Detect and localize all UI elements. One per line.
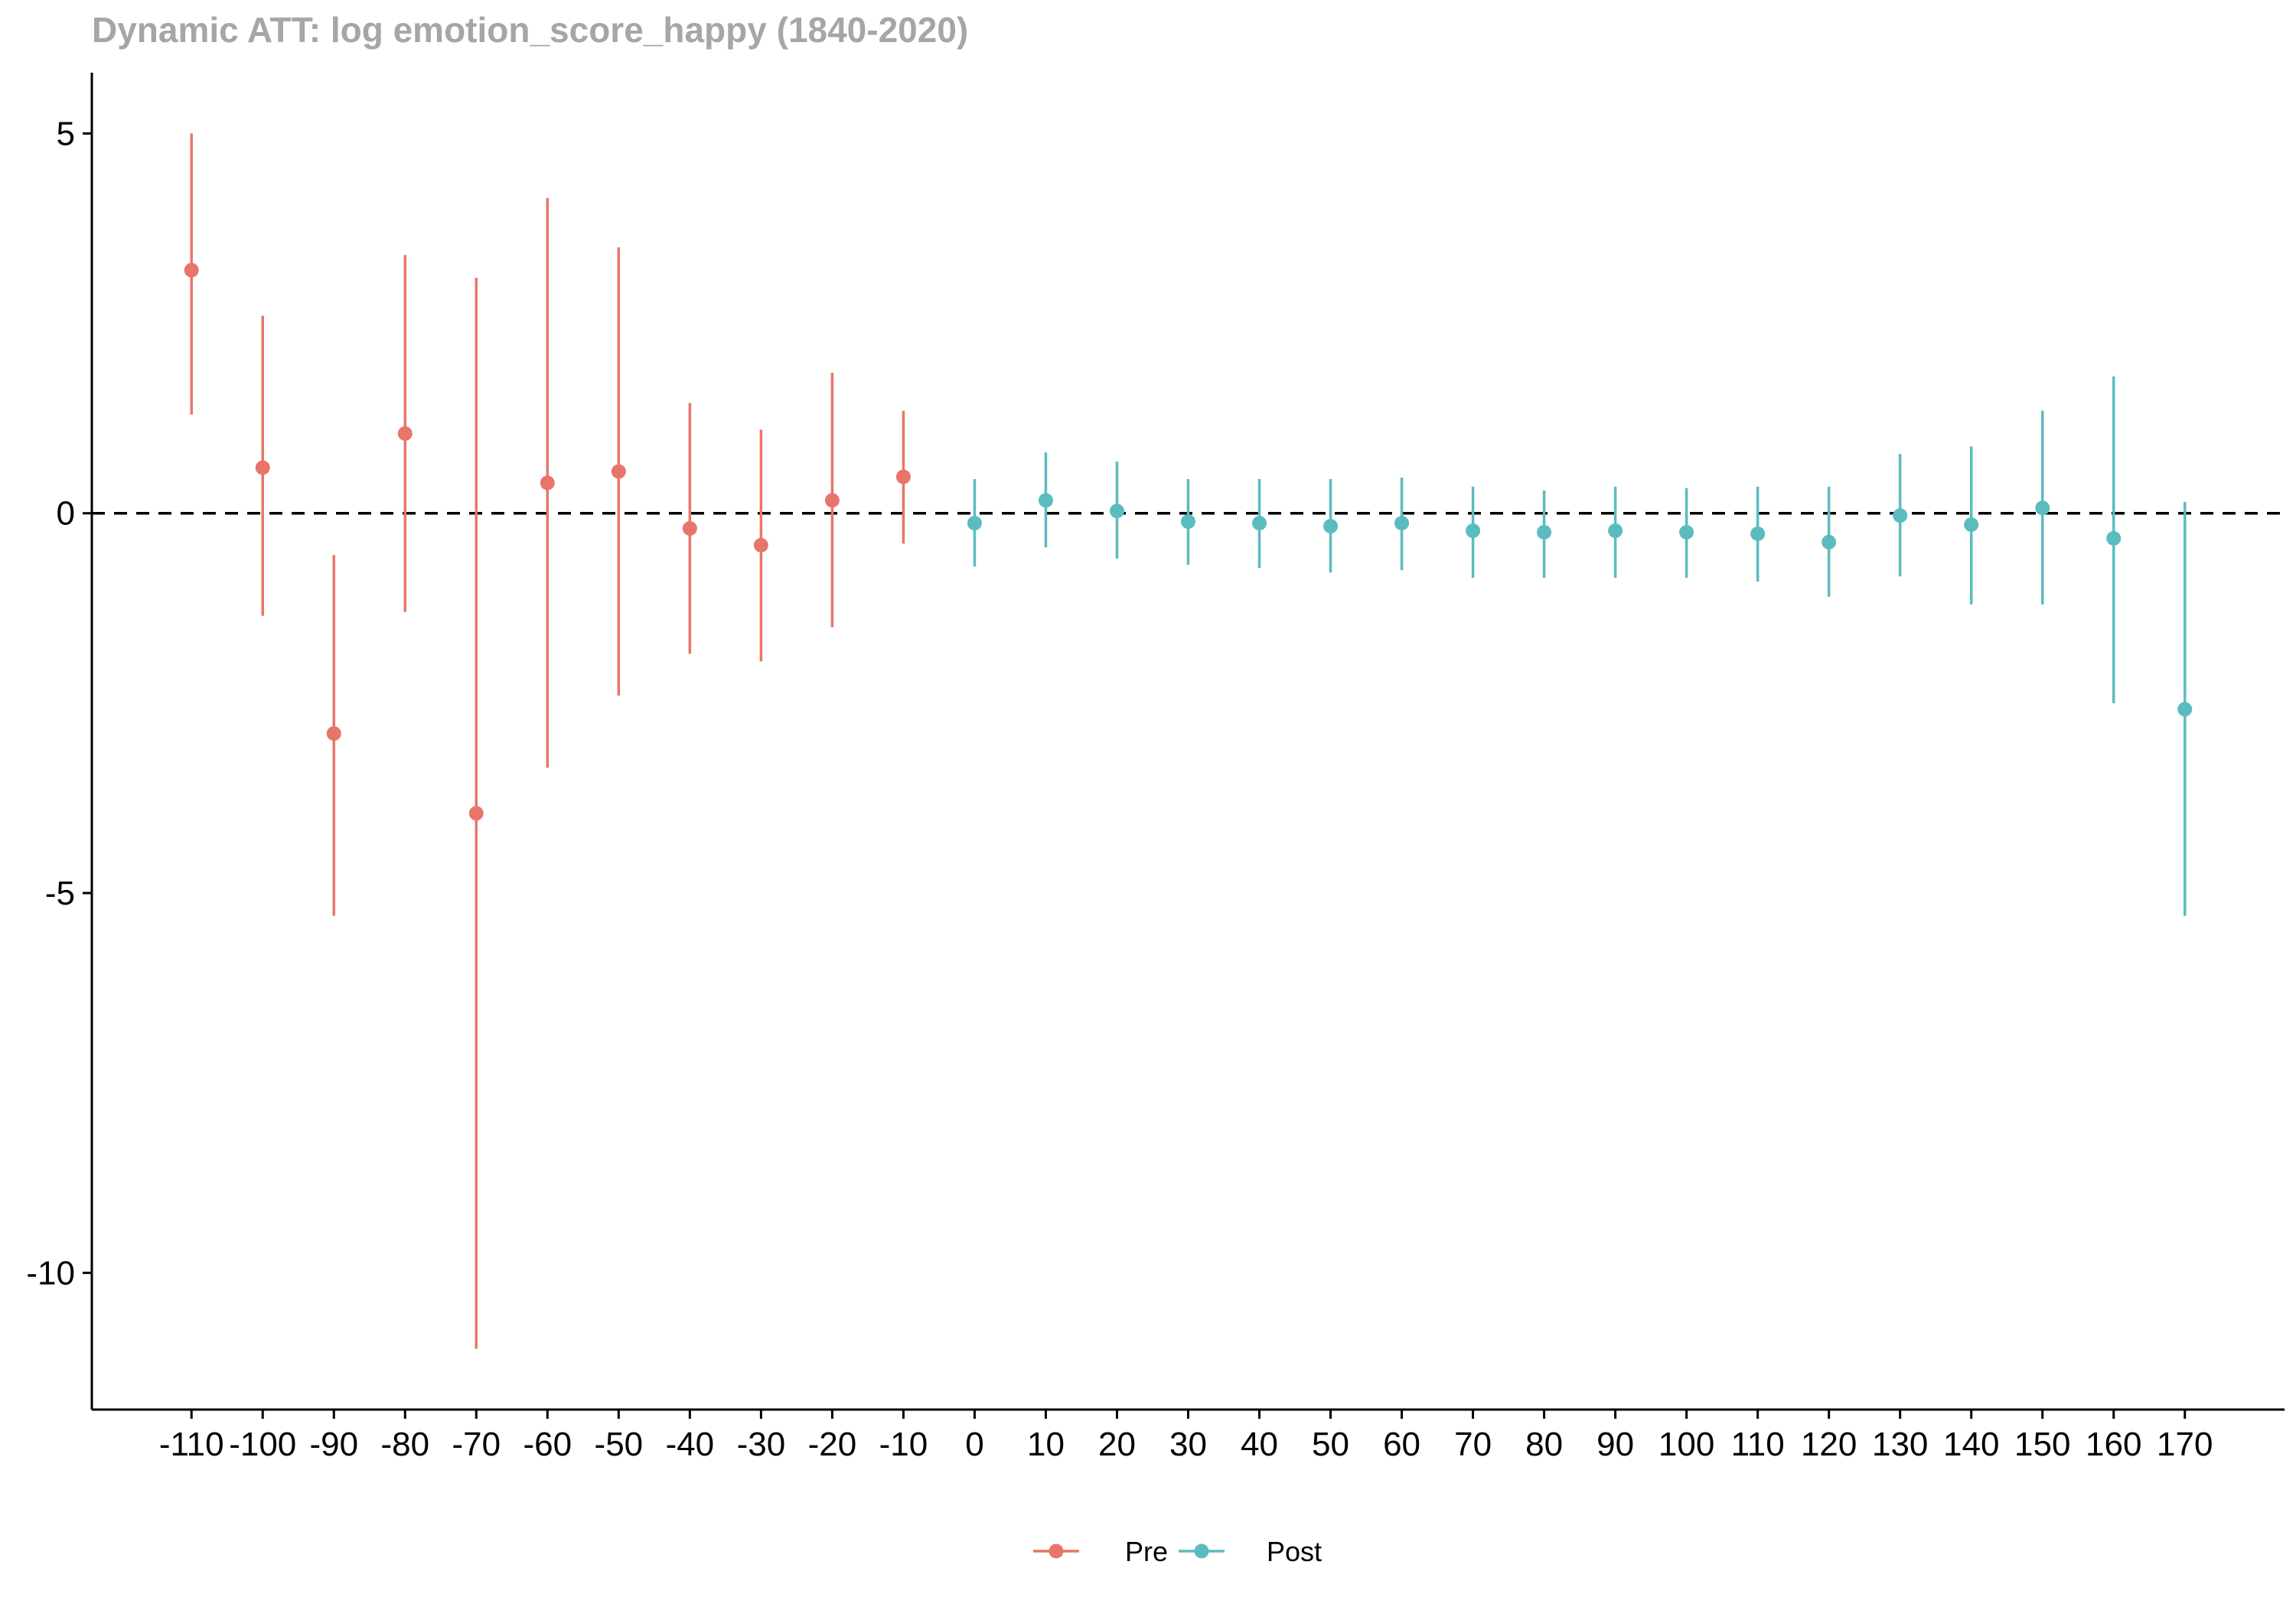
point-post-60 [1394, 516, 1410, 531]
point-post-90 [1608, 523, 1623, 539]
point-pre--10 [895, 469, 911, 484]
point-pre--60 [540, 475, 555, 491]
x-tick-label-20: 90 [1596, 1426, 1634, 1463]
point-post-30 [1181, 514, 1195, 530]
data-marks [184, 133, 2193, 1349]
legend-item-post: Post [1179, 1536, 1322, 1567]
point-post-70 [1466, 523, 1481, 539]
point-pre--90 [326, 726, 341, 742]
x-tick-label-10: -10 [879, 1426, 928, 1463]
x-tick-label-25: 140 [1943, 1426, 1999, 1463]
point-pre--100 [255, 460, 270, 475]
x-tick-label-18: 70 [1454, 1426, 1492, 1463]
point-post-50 [1323, 519, 1339, 534]
y-tick-label-0: 5 [57, 115, 75, 152]
x-tick-label-14: 30 [1169, 1426, 1207, 1463]
point-post-40 [1252, 516, 1267, 531]
x-tick-label-22: 110 [1731, 1426, 1785, 1463]
x-tick-label-24: 130 [1872, 1426, 1928, 1463]
x-tick-label-12: 10 [1027, 1426, 1065, 1463]
point-post-20 [1109, 504, 1124, 519]
legend-key-dot-0 [1049, 1543, 1064, 1559]
point-post-170 [2177, 702, 2193, 717]
point-post-130 [1893, 508, 1908, 523]
point-pre--30 [753, 537, 768, 553]
x-tick-label-19: 80 [1525, 1426, 1563, 1463]
x-tick-label-27: 160 [2086, 1426, 2141, 1463]
x-tick-label-28: 170 [2157, 1426, 2213, 1463]
x-tick-label-4: -70 [452, 1426, 501, 1463]
point-post-160 [2106, 530, 2122, 546]
x-tick-label-9: -20 [808, 1426, 857, 1463]
series-post [967, 376, 2193, 916]
legend-label-0: Pre [1125, 1536, 1168, 1567]
x-tick-label-16: 50 [1312, 1426, 1349, 1463]
x-tick-label-23: 120 [1801, 1426, 1857, 1463]
y-tick-label-3: -10 [26, 1254, 75, 1292]
legend-key-dot-1 [1194, 1543, 1209, 1559]
x-tick-label-5: -60 [523, 1426, 572, 1463]
point-post-0 [967, 516, 982, 531]
point-post-140 [1964, 517, 1979, 533]
legend-label-1: Post [1267, 1536, 1322, 1567]
legend: Pre Post [1033, 1536, 1322, 1567]
point-post-150 [2035, 500, 2050, 516]
x-tick-label-21: 100 [1658, 1426, 1714, 1463]
point-post-10 [1038, 493, 1053, 508]
x-tick-label-6: -50 [595, 1426, 644, 1463]
legend-item-pre: Pre [1033, 1536, 1168, 1567]
x-tick-label-26: 150 [2014, 1426, 2070, 1463]
x-tick-label-13: 20 [1098, 1426, 1136, 1463]
x-tick-label-2: -90 [309, 1426, 358, 1463]
x-tick-label-15: 40 [1241, 1426, 1278, 1463]
axes: 50-5-10-110 -100 -90 -80 -70 -60 -50 -40 -30 -20-… [26, 73, 2285, 1463]
y-tick-label-2: -5 [45, 875, 75, 912]
x-tick-label-17: 60 [1383, 1426, 1420, 1463]
point-pre--50 [611, 464, 626, 479]
x-tick-label-3: -80 [380, 1426, 429, 1463]
chart-title: Dynamic ATT: log emotion_score_happy (18… [92, 10, 969, 50]
y-tick-label-1: 0 [57, 495, 75, 533]
point-post-110 [1750, 526, 1766, 542]
x-tick-label-11: 0 [965, 1426, 983, 1463]
point-post-120 [1821, 534, 1837, 549]
x-tick-label-8: -30 [737, 1426, 786, 1463]
x-tick-label-1: -100 [229, 1426, 296, 1463]
x-tick-label-7: -40 [666, 1426, 715, 1463]
point-post-80 [1537, 525, 1552, 540]
point-pre--40 [682, 521, 697, 536]
point-pre--80 [397, 425, 413, 441]
point-pre--110 [184, 262, 199, 278]
point-pre--20 [824, 493, 840, 508]
x-tick-label-0: -110 [159, 1426, 224, 1463]
point-post-100 [1679, 525, 1694, 540]
point-pre--70 [468, 806, 484, 821]
series-pre [184, 133, 911, 1349]
